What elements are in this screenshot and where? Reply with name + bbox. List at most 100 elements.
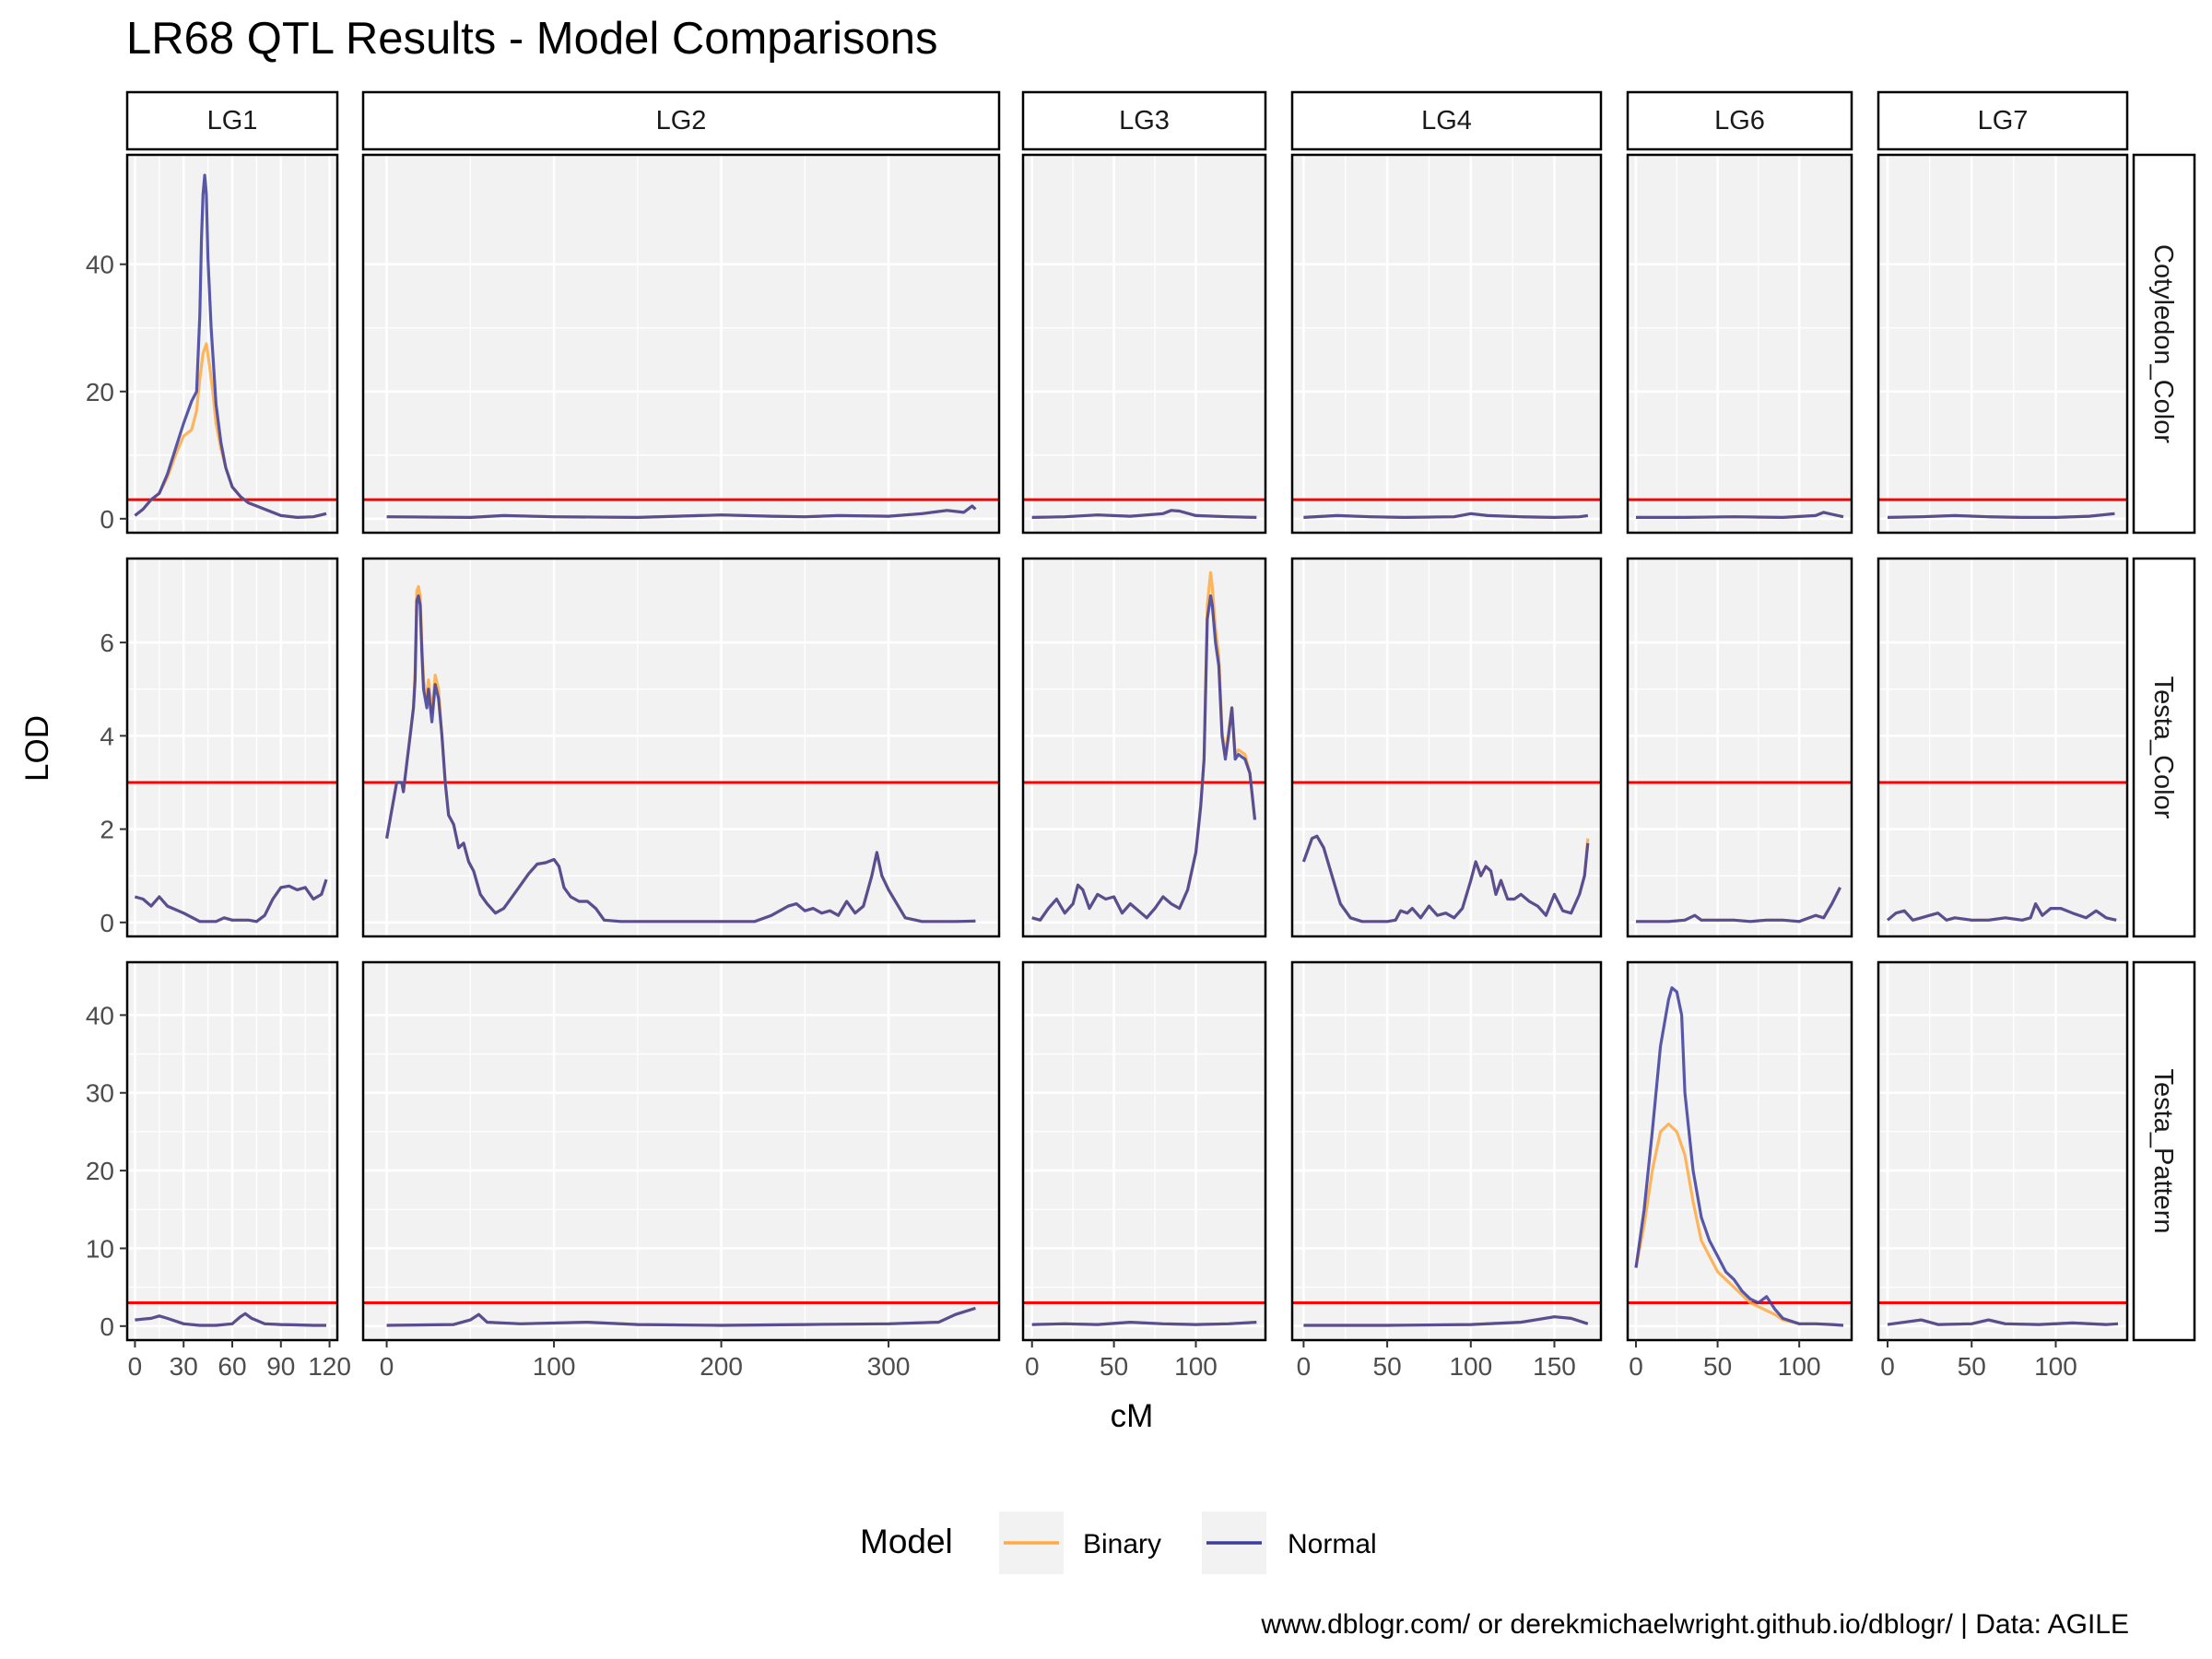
panel-cotyledon-color-lg1: 0 20 40	[86, 153, 339, 535]
row-strip-cotyledon-color	[2132, 153, 2196, 535]
x-tick-label: 0	[1629, 1352, 1643, 1381]
x-tick-label: 50	[1373, 1352, 1402, 1381]
y-tick-label: 40	[86, 1001, 114, 1030]
panel-testa-pattern-lg4: 0 50 100 150	[1290, 960, 1603, 1381]
legend-item-binary: Binary	[999, 1512, 1161, 1574]
panel-background	[1878, 559, 2127, 936]
panel-background	[363, 962, 999, 1340]
panel-cotyledon-color-lg4	[1290, 153, 1603, 535]
panel-testa-color-lg2	[361, 557, 1001, 938]
y-tick-label: 10	[86, 1234, 114, 1263]
x-tick-label: 50	[1703, 1352, 1732, 1381]
panel-testa-pattern-lg3: 0 50 100	[1021, 960, 1267, 1381]
panel-testa-color-lg4	[1290, 557, 1603, 938]
series-line-normal	[385, 594, 976, 924]
row-strip-label-cotyledon-color: Cotyledon_Color	[2148, 244, 2178, 443]
x-tick-label: 100	[2034, 1352, 2077, 1381]
panel-border	[1877, 960, 2129, 1342]
x-tick-label: 150	[1533, 1352, 1576, 1381]
panel-cotyledon-color-lg6	[1626, 153, 1853, 535]
panel-background	[1628, 559, 1852, 936]
y-tick-label: 2	[100, 816, 114, 844]
legend-label-normal: Normal	[1288, 1529, 1377, 1559]
panel-border	[1021, 557, 1267, 938]
panel-background	[1878, 155, 2127, 533]
legend-item-normal: Normal	[1202, 1512, 1377, 1574]
x-tick-label: 0	[1880, 1352, 1895, 1381]
x-tick-label: 100	[1449, 1352, 1492, 1381]
facet-strip-label-lg7: LG7	[1978, 106, 2029, 135]
panel-testa-pattern-lg2: 0 100 200 300	[361, 960, 1001, 1381]
panel-border	[1626, 557, 1853, 938]
series-line-normal	[1636, 511, 1844, 519]
panel-border	[1290, 557, 1603, 938]
panel-cotyledon-color-lg3	[1021, 153, 1267, 535]
facet-strip-label-lg6: LG6	[1714, 106, 1765, 135]
row-strip-testa-pattern	[2132, 960, 2196, 1342]
x-tick-label: 0	[128, 1352, 143, 1381]
facet-strip-lg7	[1877, 90, 2129, 151]
series-line-normal	[1303, 512, 1589, 519]
panel-background	[363, 559, 999, 936]
caption: www.dblogr.com/ or derekmichaelwright.gi…	[1260, 1609, 2129, 1640]
panel-background	[1292, 155, 1601, 533]
series-line-normal	[1303, 1315, 1589, 1327]
x-tick-label: 60	[218, 1352, 246, 1381]
legend: Model Binary Normal	[860, 1512, 1377, 1574]
panel-cotyledon-color-lg7	[1877, 153, 2129, 535]
y-tick-label: 0	[100, 909, 114, 937]
series-line-normal	[134, 878, 328, 924]
panel-border	[1021, 960, 1267, 1342]
y-tick-label: 6	[100, 629, 114, 657]
y-tick-label: 0	[100, 1312, 114, 1341]
panel-background	[1878, 962, 2127, 1340]
facet-strip-label-lg1: LG1	[207, 106, 258, 135]
series-line-normal	[1636, 887, 1841, 924]
panel-testa-pattern-lg6: 0 50 100	[1626, 960, 1853, 1381]
panel-border	[1877, 557, 2129, 938]
series-line-normal	[1031, 594, 1257, 922]
panel-background	[1292, 962, 1601, 1340]
legend-label-binary: Binary	[1083, 1529, 1161, 1559]
legend-title: Model	[860, 1523, 953, 1560]
y-tick-label: 40	[86, 251, 114, 279]
panel-testa-color-lg6	[1626, 557, 1853, 938]
panel-border	[1021, 153, 1267, 535]
series-line-normal	[1031, 509, 1257, 519]
panel-background	[1628, 155, 1852, 533]
facet-strip-lg3	[1021, 90, 1267, 151]
x-tick-label: 100	[1174, 1352, 1218, 1381]
panel-background	[1628, 962, 1852, 1340]
facet-strip-lg4	[1290, 90, 1603, 151]
x-tick-label: 200	[700, 1352, 743, 1381]
facet-strip-label-lg4: LG4	[1421, 106, 1472, 135]
y-tick-label: 30	[86, 1079, 114, 1108]
panel-testa-color-lg1: 0 2 4 6	[100, 557, 339, 938]
panel-border	[361, 557, 1001, 938]
x-tick-label: 120	[308, 1352, 351, 1381]
y-tick-label: 20	[86, 1157, 114, 1185]
panel-cotyledon-color-lg2	[361, 153, 1001, 535]
series-line-normal	[1887, 1318, 2119, 1326]
panel-background	[1292, 559, 1601, 936]
facet-strip-label-lg3: LG3	[1119, 106, 1170, 135]
facet-strip-lg1	[125, 90, 339, 151]
panel-border	[361, 153, 1001, 535]
panel-testa-pattern-lg1: 0 10 20 30 40 0 30 60 90 120	[86, 960, 351, 1381]
x-tick-label: 100	[533, 1352, 576, 1381]
row-strip-label-testa-color: Testa_Color	[2148, 677, 2178, 819]
x-tick-label: 90	[266, 1352, 295, 1381]
row-strip-testa-color	[2132, 557, 2196, 938]
series-line-normal	[1301, 834, 1590, 924]
panel-border	[1626, 960, 1853, 1342]
chart-title: LR68 QTL Results - Model Comparisons	[126, 14, 938, 64]
facet-panels: LG1 LG2 LG3 LG4 LG6 LG7 Cotyledon_Color Testa_C…	[86, 90, 2196, 1381]
panel-border	[1290, 153, 1603, 535]
x-tick-label: 100	[1778, 1352, 1821, 1381]
facet-strip-label-lg2: LG2	[656, 106, 707, 135]
row-strip-label-testa-pattern: Testa_Pattern	[2148, 1069, 2178, 1234]
series-line-normal	[134, 173, 327, 519]
x-tick-label: 0	[1297, 1352, 1312, 1381]
panel-testa-color-lg7	[1877, 557, 2129, 938]
